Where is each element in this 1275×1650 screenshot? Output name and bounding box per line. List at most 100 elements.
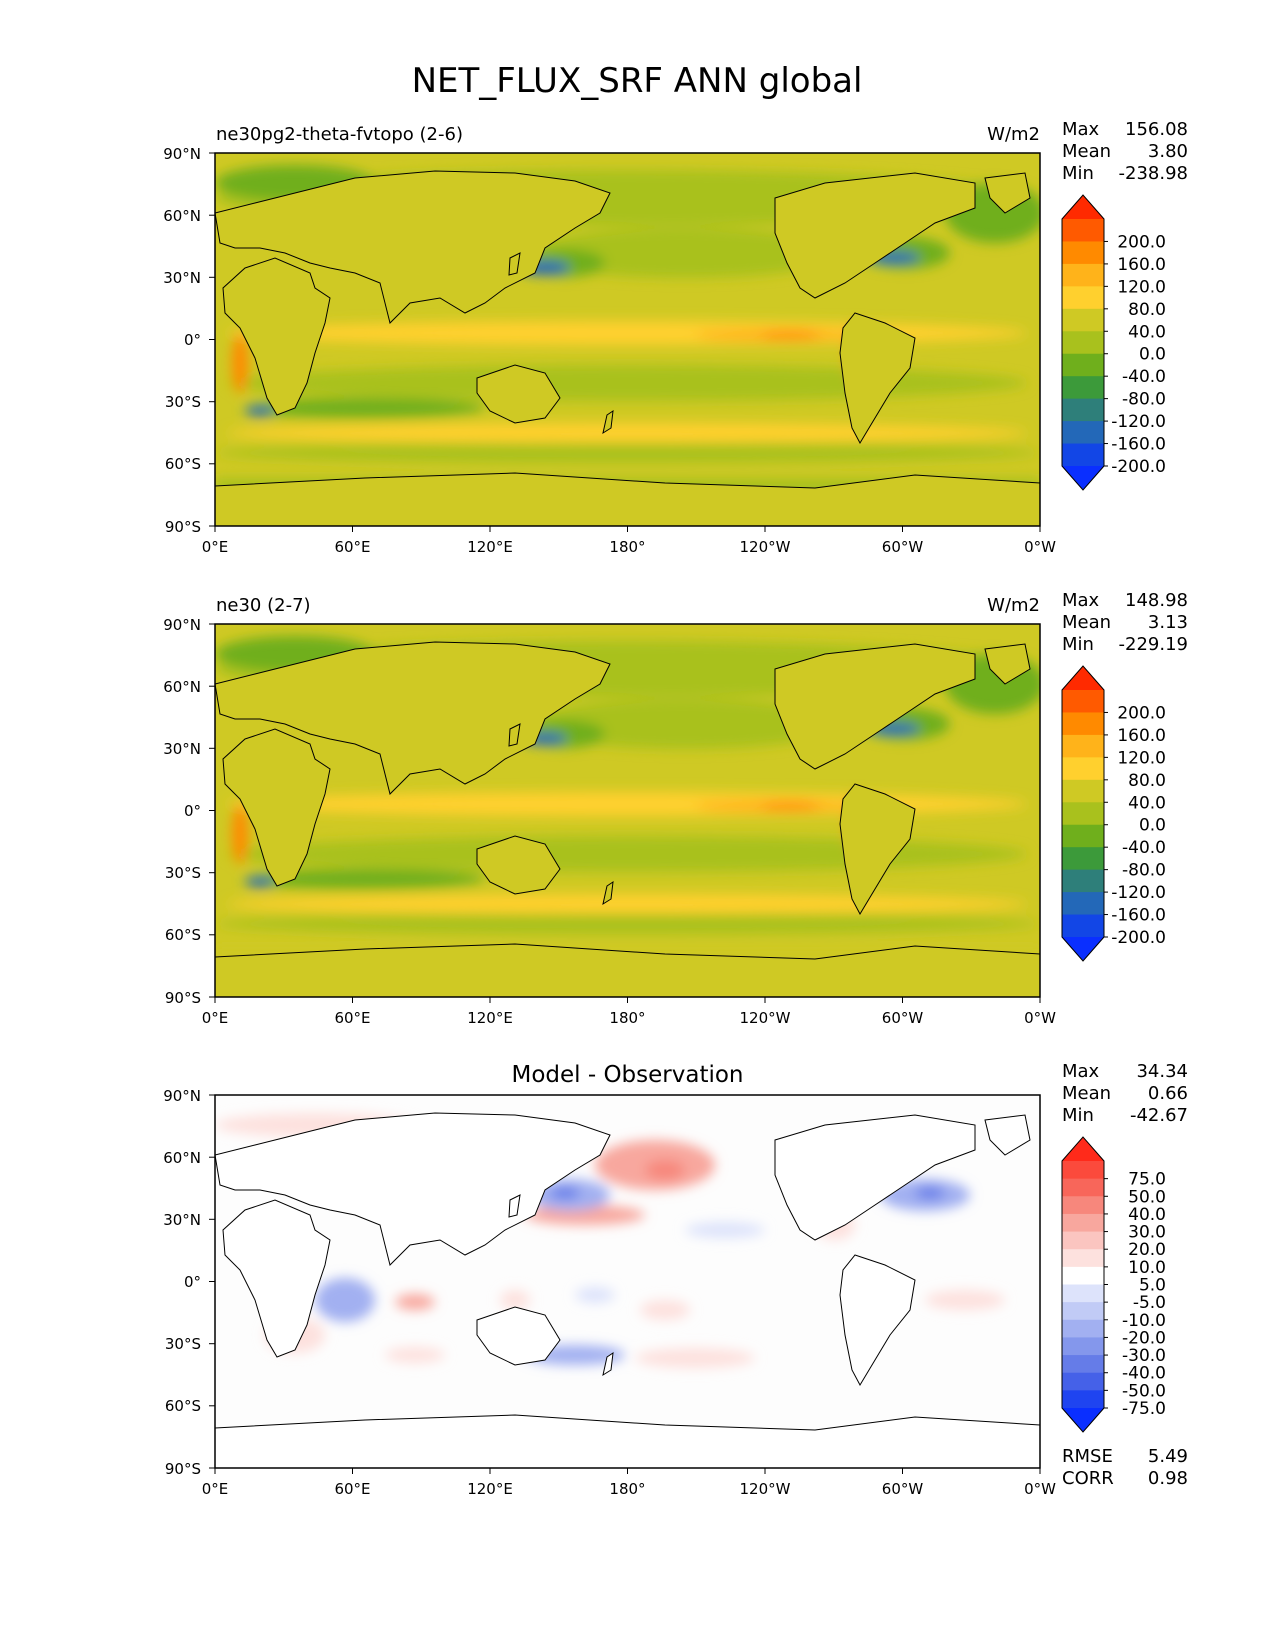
colorbar-tick-label: 75.0 <box>1128 1170 1166 1190</box>
colorbar-tick-label: 40.0 <box>1128 322 1166 342</box>
colorbar-swatch <box>1062 1372 1104 1391</box>
lon-tick-label: 60°E <box>334 538 370 556</box>
colorbar-tick-label: 20.0 <box>1128 1240 1166 1260</box>
colorbar-swatch <box>1062 376 1104 400</box>
colorbar-swatch <box>1062 1231 1104 1250</box>
colorbar-swatch <box>1062 1213 1104 1233</box>
lat-tick-label: 90°S <box>165 518 201 536</box>
colorbar-tick-label: 160.0 <box>1117 255 1166 275</box>
lon-tick-label: 60°W <box>882 1480 924 1498</box>
lon-tick-label: 0°E <box>202 538 229 556</box>
colorbar-tick-label: -160.0 <box>1111 906 1166 926</box>
stat-min-label: Min <box>1062 634 1094 655</box>
colorbar-swatch <box>1062 1390 1104 1409</box>
map-field <box>215 1095 1040 1468</box>
colorbar-tick-label: 10.0 <box>1128 1258 1166 1278</box>
stats-block: Max 34.34 Mean 0.66 Min -42.67 <box>1062 1061 1188 1126</box>
lon-tick-label: 0°W <box>1024 538 1056 556</box>
lat-axis: 90°N 60°N 30°N 0° 30°S 60°S 90°S <box>163 145 215 536</box>
stat-rmse-label: RMSE <box>1062 1446 1113 1467</box>
colorbar-tick-label: 80.0 <box>1128 771 1166 791</box>
colorbar-tick-label: -40.0 <box>1122 838 1166 858</box>
colorbar-swatch <box>1062 734 1104 758</box>
lat-axis: 90°N 60°N 30°N 0° 30°S 60°S 90°S <box>163 616 215 1007</box>
colorbar-swatch <box>1062 712 1104 736</box>
stat-min-value: -42.67 <box>1130 1105 1188 1126</box>
lon-tick-label: 120°W <box>740 1009 791 1027</box>
colorbar-tick-label: -40.0 <box>1122 1364 1166 1384</box>
lon-tick-label: 60°W <box>882 538 924 556</box>
lon-tick-label: 0°E <box>202 1009 229 1027</box>
lat-tick-label: 60°S <box>165 455 201 473</box>
lon-tick-label: 0°E <box>202 1480 229 1498</box>
colorbar-tick-label: 5.0 <box>1139 1276 1166 1296</box>
colorbar-swatch <box>1062 1161 1104 1180</box>
lon-tick-label: 60°W <box>882 1009 924 1027</box>
colorbar-tick-label: -200.0 <box>1111 457 1166 477</box>
colorbar-tick-label: -120.0 <box>1111 412 1166 432</box>
colorbar-swatch <box>1062 757 1104 781</box>
map-field <box>215 153 1040 526</box>
colorbar-swatch <box>1062 1284 1104 1303</box>
colorbar-tick-label: 0.0 <box>1139 345 1166 365</box>
lat-tick-label: 0° <box>184 802 201 820</box>
lat-tick-label: 30°N <box>163 1211 201 1229</box>
panel-units-label: W/m2 <box>987 124 1040 145</box>
colorbar-extend-min <box>1062 1408 1104 1432</box>
colorbar-tick-label: 30.0 <box>1128 1223 1166 1243</box>
lat-tick-label: 90°S <box>165 1460 201 1478</box>
colorbar: 75.050.040.030.020.010.05.0-5.0-10.0-20.… <box>1061 1136 1166 1433</box>
colorbar-swatch <box>1062 1178 1104 1197</box>
lon-tick-label: 60°E <box>334 1480 370 1498</box>
lon-axis: 0°E 60°E 120°E 180° 120°W 60°W 0°W <box>202 526 1056 556</box>
colorbar-swatch <box>1062 353 1104 377</box>
lon-tick-label: 180° <box>609 538 645 556</box>
colorbar-swatch <box>1062 892 1104 916</box>
colorbar-extend-min <box>1062 466 1104 490</box>
colorbar-swatch <box>1062 824 1104 848</box>
colorbar-extend-min <box>1062 937 1104 961</box>
lon-tick-label: 120°E <box>467 1480 513 1498</box>
map-field <box>215 624 1040 997</box>
colorbar-swatch <box>1062 802 1104 826</box>
colorbar-tick-label: -80.0 <box>1122 861 1166 881</box>
colorbar-swatch <box>1062 241 1104 265</box>
lat-tick-label: 60°N <box>163 678 201 696</box>
lon-tick-label: 0°W <box>1024 1009 1056 1027</box>
colorbar-swatch <box>1062 847 1104 871</box>
stats-block: Max 156.08 Mean 3.80 Min -238.98 <box>1062 119 1188 184</box>
colorbar-extend-max <box>1062 1137 1104 1161</box>
stat-min-label: Min <box>1062 163 1094 184</box>
stat-max-label: Max <box>1062 119 1100 140</box>
stat-mean-label: Mean <box>1062 612 1111 633</box>
stat-min-label: Min <box>1062 1105 1094 1126</box>
colorbar-tick-label: 40.0 <box>1128 1205 1166 1225</box>
lat-tick-label: 90°N <box>163 1087 201 1105</box>
colorbar-swatch <box>1062 443 1104 467</box>
colorbar-tick-label: -120.0 <box>1111 883 1166 903</box>
panel-left-title: ne30 (2-7) <box>216 595 311 616</box>
stat-mean-value: 3.13 <box>1148 612 1188 633</box>
colorbar-tick-label: -10.0 <box>1122 1311 1166 1331</box>
colorbar-tick-label: 40.0 <box>1128 793 1166 813</box>
lat-tick-label: 60°S <box>165 1397 201 1415</box>
panel-left-title: ne30pg2-theta-fvtopo (2-6) <box>216 124 463 145</box>
colorbar-tick-label: -200.0 <box>1111 928 1166 948</box>
stat-rmse-value: 5.49 <box>1148 1446 1188 1467</box>
lat-tick-label: 0° <box>184 1273 201 1291</box>
stat-mean-label: Mean <box>1062 1083 1111 1104</box>
colorbar-tick-label: -80.0 <box>1122 390 1166 410</box>
lat-tick-label: 60°N <box>163 207 201 225</box>
lat-tick-label: 30°S <box>165 1335 201 1353</box>
colorbar-swatch <box>1062 421 1104 445</box>
lon-tick-label: 120°W <box>740 1480 791 1498</box>
lat-tick-label: 0° <box>184 331 201 349</box>
colorbar-swatch <box>1062 1337 1104 1356</box>
error-stats-block: RMSE 5.49 CORR 0.98 <box>1062 1446 1188 1489</box>
colorbar-tick-label: 120.0 <box>1117 748 1166 768</box>
lat-tick-label: 60°N <box>163 1149 201 1167</box>
colorbar-swatch <box>1062 914 1104 938</box>
colorbar-tick-label: 0.0 <box>1139 816 1166 836</box>
